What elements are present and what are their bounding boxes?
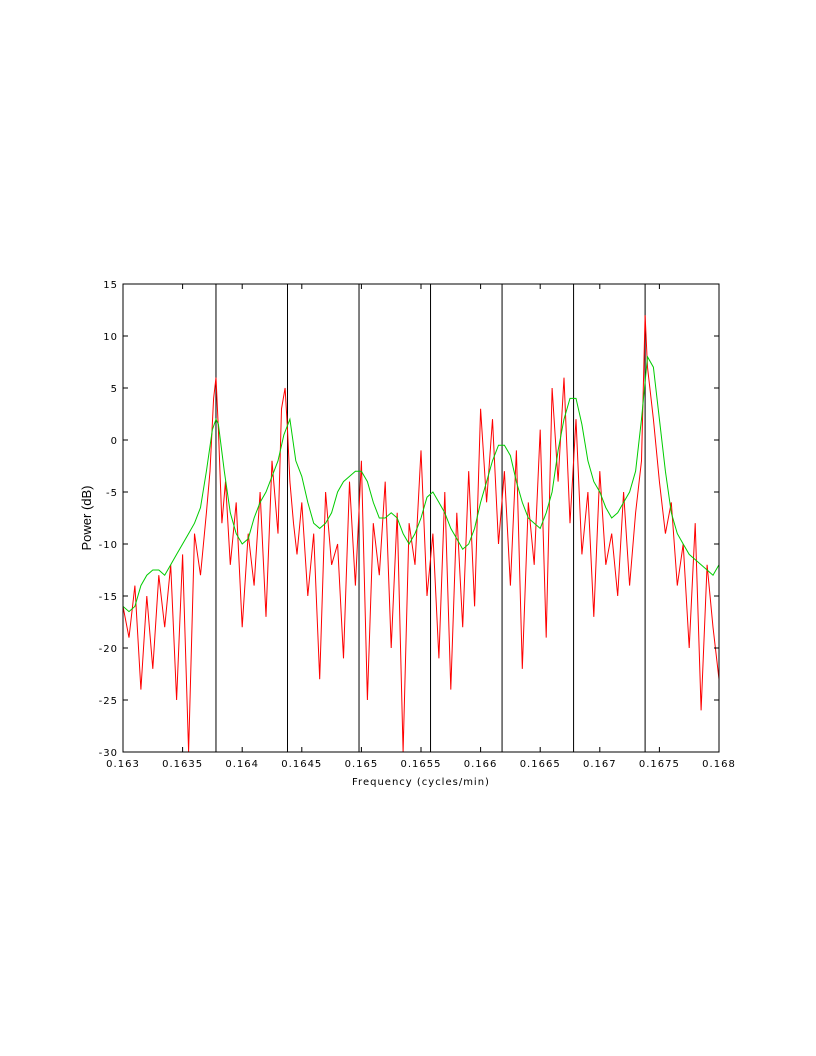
y-axis: 15 10 5 0 -5 -10 -15 -20 -25 -30 — [99, 280, 719, 759]
plot-area — [123, 284, 719, 752]
y-tick-label: 0 — [111, 436, 118, 447]
y-tick-label: -10 — [99, 540, 118, 551]
x-tick-label: 0.164 — [225, 759, 259, 770]
y-tick-label: -30 — [99, 748, 118, 759]
y-tick-label: -20 — [99, 644, 118, 655]
y-tick-label: 10 — [103, 332, 118, 343]
x-tick-label: 0.1635 — [162, 759, 203, 770]
y-tick-label: 15 — [103, 280, 118, 291]
y-tick-label: 5 — [111, 384, 118, 395]
x-tick-label: 0.1655 — [401, 759, 442, 770]
x-tick-label: 0.168 — [702, 759, 736, 770]
raw-spectrum-line — [123, 315, 719, 752]
y-axis-label: Power (dB) — [79, 485, 94, 550]
x-tick-label: 0.163 — [106, 759, 140, 770]
y-tick-label: -15 — [99, 592, 118, 603]
x-tick-label: 0.1665 — [520, 759, 561, 770]
y-tick-label: -5 — [106, 488, 118, 499]
x-axis-label: Frequency (cycles/min) — [352, 777, 490, 788]
x-tick-label: 0.1645 — [281, 759, 322, 770]
y-tick-label: -25 — [99, 696, 118, 707]
x-tick-label: 0.1675 — [639, 759, 680, 770]
x-axis: 0.163 0.1635 0.164 0.1645 0.165 0.1655 0.166 0.… — [106, 284, 736, 770]
x-tick-label: 0.166 — [464, 759, 498, 770]
smoothed-spectrum-line — [123, 355, 719, 613]
x-tick-label: 0.165 — [345, 759, 379, 770]
x-tick-label: 0.167 — [583, 759, 617, 770]
